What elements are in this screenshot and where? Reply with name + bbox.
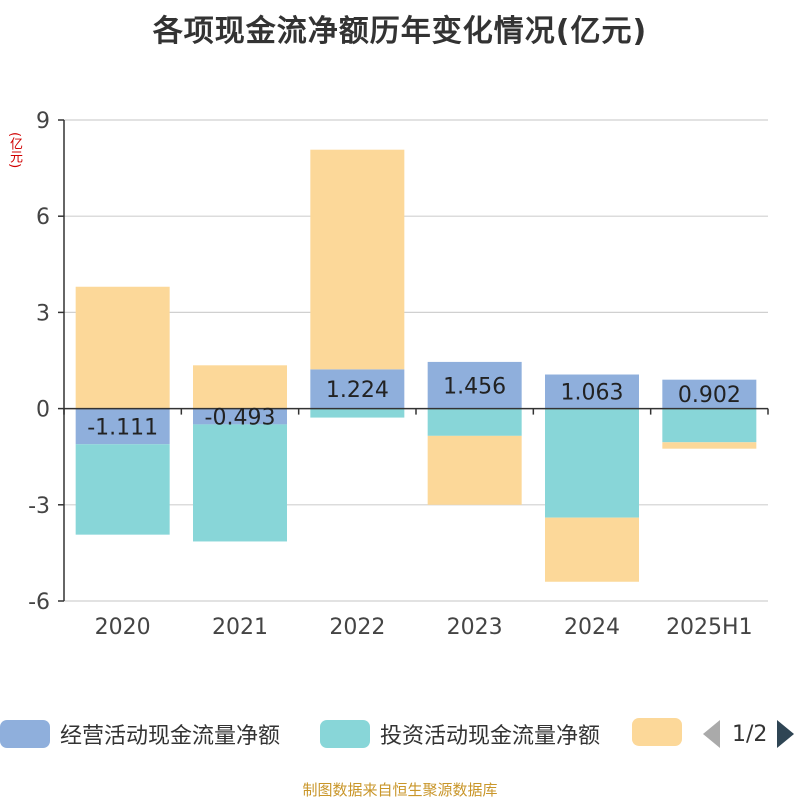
legend-swatch-series-1	[0, 720, 50, 748]
y-tick-label: 0	[36, 398, 50, 423]
bar-2021-series-3	[193, 365, 287, 409]
bar-2022-series-3	[310, 149, 405, 370]
legend-label-series-1: 经营活动现金流量净额	[60, 724, 281, 749]
x-tick-label: 2024	[564, 615, 620, 640]
data-label-2025H1: 0.902	[678, 383, 741, 408]
source-note: 制图数据来自恒生聚源数据库	[302, 781, 498, 799]
y-tick-label: 3	[36, 301, 50, 326]
bar-2020-series-1	[75, 408, 170, 445]
legend: 经营活动现金流量净额 投资活动现金流量净额 1/2	[0, 716, 800, 756]
y-axis-unit-label: (亿元)	[7, 132, 22, 169]
data-label-2021: -0.493	[205, 406, 276, 431]
bar-2025H1-series-1	[662, 379, 757, 409]
legend-item-series-2[interactable]: 投资活动现金流量净额	[320, 718, 600, 750]
x-tick-label: 2020	[95, 615, 151, 640]
bar-2021-series-1	[193, 408, 287, 425]
legend-page-indicator: 1/2	[732, 721, 768, 747]
data-label-2020: -1.111	[87, 415, 158, 440]
bar-2024-series-1	[545, 374, 639, 409]
legend-swatch-series-3	[632, 718, 682, 746]
legend-label-series-2: 投资活动现金流量净额	[380, 724, 601, 749]
bar-2023-series-2	[427, 408, 522, 436]
chevron-right-icon[interactable]	[777, 720, 795, 748]
bar-2022-series-2	[310, 408, 405, 418]
x-tick-label: 2021	[212, 615, 268, 640]
bar-2025H1-series-2	[662, 408, 757, 443]
bar-2021-series-2	[193, 424, 287, 542]
chart-title: 各项现金流净额历年变化情况(亿元)	[152, 14, 648, 49]
bars	[75, 149, 757, 582]
data-label-2024: 1.063	[561, 381, 624, 406]
bar-2023-series-3	[427, 435, 522, 505]
data-labels: -1.111 -0.493 1.224 1.456 1.063 0.902	[87, 374, 741, 440]
y-tick-label: 6	[36, 205, 50, 230]
data-label-2022: 1.224	[326, 378, 389, 403]
axes: 9 6 3 0 -3 -6 2020 2021 2022 2023 2024 2025H1	[28, 109, 769, 640]
x-tick-label: 2022	[329, 615, 385, 640]
legend-item-series-1[interactable]: 经营活动现金流量净额	[0, 718, 280, 750]
bar-2020-series-3	[75, 286, 170, 409]
gridlines	[64, 119, 768, 602]
legend-pager: 1/2	[700, 718, 800, 750]
bar-2025H1-series-3	[662, 442, 757, 449]
legend-item-series-3[interactable]	[632, 718, 682, 746]
y-tick-label: -3	[28, 494, 50, 519]
bar-2020-series-2	[75, 444, 170, 535]
data-label-2023: 1.456	[443, 374, 506, 399]
bar-2024-series-3	[545, 517, 639, 582]
legend-swatch-series-2	[320, 720, 370, 748]
bar-chart-plot: 9 6 3 0 -3 -6 2020 2021 2022 2023 2024 2025H1 -1.11…	[28, 109, 769, 640]
x-tick-label: 2023	[447, 615, 503, 640]
bar-2024-series-2	[545, 408, 639, 518]
y-tick-label: 9	[36, 109, 50, 134]
bar-2023-series-1	[427, 361, 522, 409]
y-tick-label: -6	[28, 590, 50, 615]
bar-2022-series-1	[310, 369, 405, 409]
chevron-left-icon[interactable]	[703, 720, 720, 748]
x-tick-label: 2025H1	[666, 615, 753, 640]
